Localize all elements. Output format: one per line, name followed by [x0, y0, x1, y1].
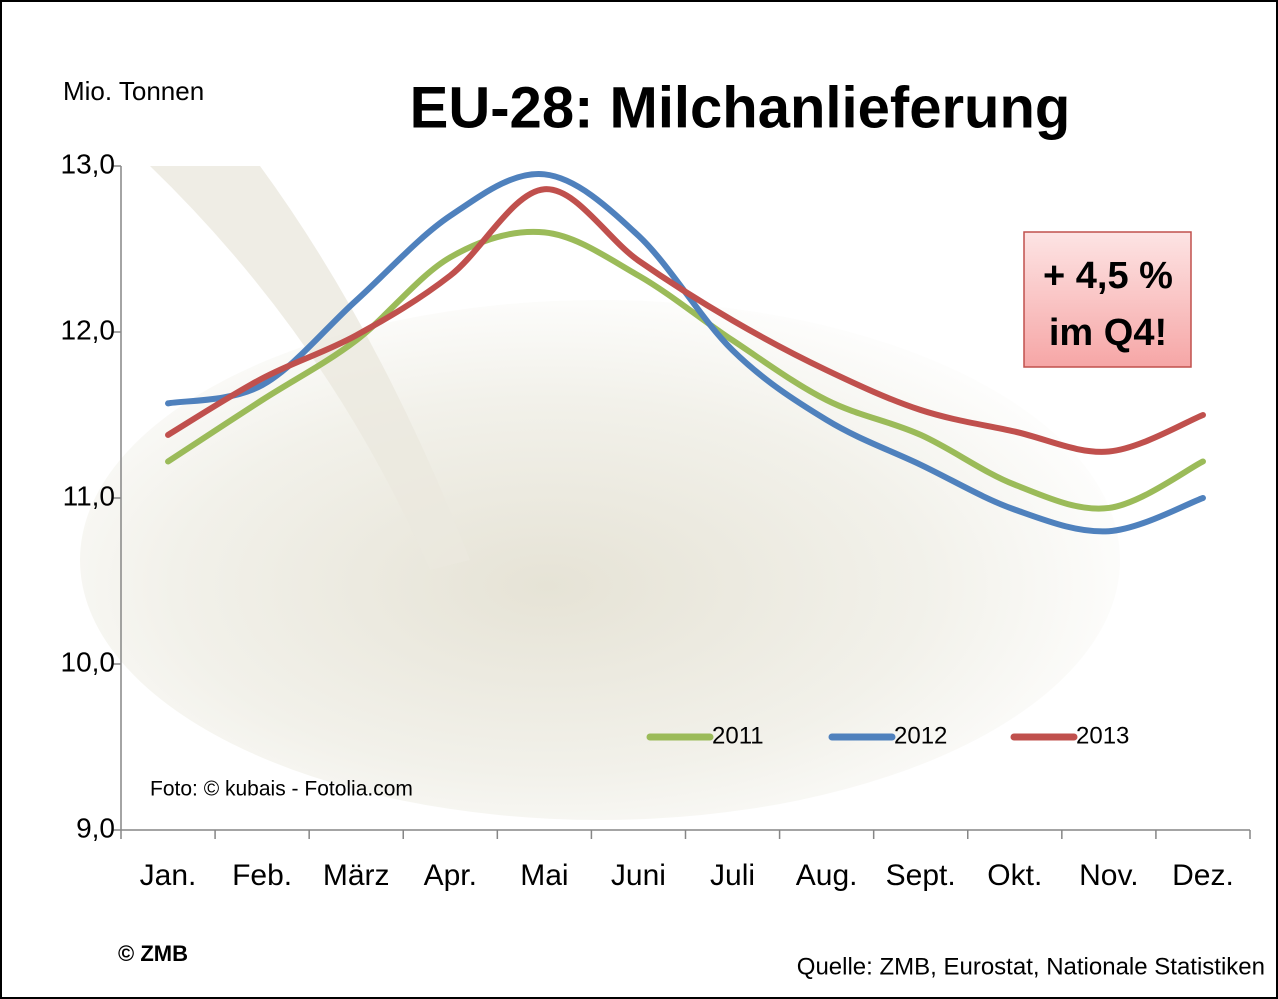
y-axis-label: Mio. Tonnen [63, 76, 204, 106]
y-tick-label: 13,0 [61, 148, 116, 179]
annotation: + 4,5 % [1043, 255, 1173, 297]
x-tick-label: März [323, 859, 390, 892]
x-tick-label: Nov. [1079, 859, 1138, 892]
legend-label: 2011 [712, 722, 764, 749]
source: Quelle: ZMB, Eurostat, Nationale Statist… [797, 953, 1265, 980]
line-series [165, 228, 1206, 512]
x-tick-label: Dez. [1172, 859, 1234, 892]
x-tick-label: Aug. [796, 859, 858, 892]
x-tick-label: Sept. [886, 859, 956, 892]
annotation-box [1023, 231, 1192, 368]
annotation: im Q4! [1049, 312, 1167, 354]
y-tick-label: 12,0 [61, 314, 116, 345]
legend-label: 2013 [1076, 722, 1129, 749]
copyright: © ZMB [118, 941, 188, 966]
x-tick-label: Juni [611, 859, 666, 892]
x-tick-label: Juli [710, 859, 755, 892]
line-series [165, 186, 1206, 455]
x-tick-label: Apr. [424, 859, 477, 892]
x-tick-label: Mai [520, 859, 568, 892]
milk-stream [150, 166, 470, 570]
y-tick-label: 10,0 [61, 646, 116, 677]
y-tick-label: 11,0 [63, 480, 115, 511]
x-tick-label: Jan. [140, 859, 197, 892]
y-tick-label: 9,0 [76, 812, 115, 843]
photo-credit: Foto: © kubais - Fotolia.com [150, 778, 413, 801]
line-series [165, 171, 1206, 535]
background-photo [80, 300, 1120, 820]
legend-label: 2012 [894, 722, 947, 749]
x-tick-label: Feb. [232, 859, 292, 892]
x-tick-label: Okt. [987, 859, 1042, 892]
chart-title: EU-28: Milchanlieferung [410, 75, 1071, 140]
